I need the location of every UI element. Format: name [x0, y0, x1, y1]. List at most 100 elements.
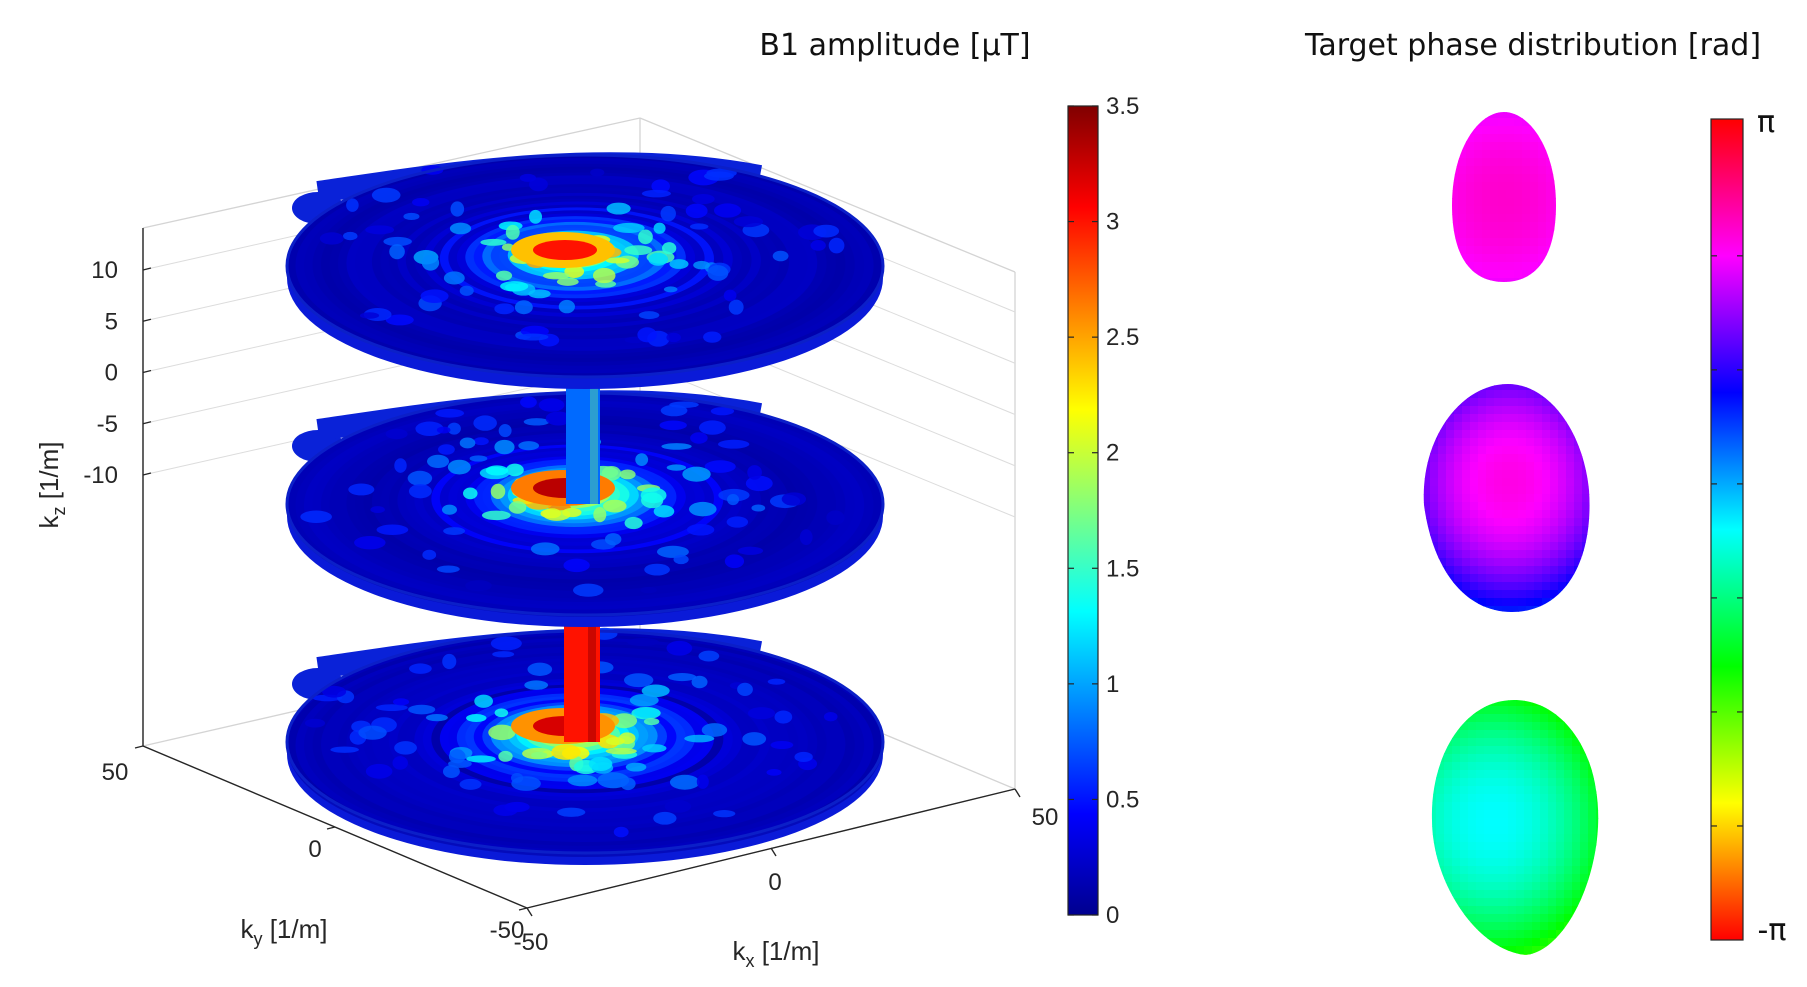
- disk-patch: [686, 523, 715, 536]
- disk-patch: [661, 443, 692, 450]
- disk-patch: [459, 778, 482, 790]
- disk-patch: [473, 437, 489, 446]
- disk-patch: [669, 401, 699, 408]
- disk-patch: [567, 774, 598, 787]
- disk-patch: [409, 663, 432, 674]
- disk-patch: [385, 314, 414, 326]
- disk-patch: [640, 586, 657, 594]
- x-ticks: -50 0 50: [514, 788, 1059, 956]
- disk-patch: [669, 259, 689, 269]
- z-axis-label: kz [1/m]: [34, 441, 69, 528]
- disk-patch: [810, 239, 826, 251]
- disk-patch: [394, 458, 407, 473]
- disk-patch: [641, 189, 671, 198]
- disk-patch: [447, 459, 471, 475]
- disk-patch: [500, 281, 529, 292]
- disk-patch: [524, 680, 549, 690]
- disk-patch: [474, 694, 493, 708]
- disk-patch: [653, 811, 677, 825]
- disk-patch: [494, 303, 515, 315]
- disk-patch: [442, 653, 457, 670]
- amplitude-colorbar-tick-label: 1.5: [1106, 555, 1139, 582]
- x-tick-label: 50: [1032, 804, 1059, 831]
- disk-patch: [511, 776, 541, 791]
- y-tick-label: 50: [102, 759, 129, 786]
- disk-patch: [726, 516, 749, 528]
- disk-patch: [528, 209, 543, 224]
- z-tick-label: -10: [83, 462, 118, 489]
- disk-patch: [564, 265, 585, 279]
- disk-patch: [689, 223, 709, 230]
- disk-patch: [624, 245, 653, 256]
- phase-title: Target phase distribution [rad]: [1304, 28, 1761, 63]
- disk-patch: [465, 580, 492, 592]
- disk-patch: [698, 650, 720, 662]
- disk-patch: [523, 418, 550, 426]
- disk-patch: [529, 177, 548, 192]
- disk-patch: [624, 516, 643, 530]
- phase-map-3: [1431, 700, 1599, 955]
- disk-patch: [342, 231, 358, 241]
- disk-patch: [488, 724, 516, 741]
- disk-patch: [392, 698, 410, 706]
- disk-patch: [613, 826, 629, 838]
- disk-patch: [781, 492, 807, 506]
- disk-patch: [494, 439, 515, 455]
- y-axis-label: ky [1/m]: [240, 914, 327, 949]
- disk-patch: [666, 464, 687, 471]
- disk-patch: [436, 565, 460, 573]
- amplitude-colorbar-tick-label: 3.5: [1106, 93, 1139, 120]
- disk-patch: [493, 804, 518, 817]
- disk-patch: [443, 527, 466, 535]
- disk-patch: [498, 424, 512, 438]
- disk-patch: [651, 179, 670, 194]
- amplitude-colorbar: [1067, 105, 1099, 916]
- phase-map-1: [1452, 112, 1556, 282]
- disk-patch: [605, 257, 630, 264]
- disk-patch: [663, 286, 678, 293]
- disk-patch: [751, 504, 766, 512]
- disk-patch: [601, 465, 622, 481]
- disk-patch: [653, 505, 675, 518]
- disk-patch: [688, 501, 717, 517]
- disk-patch: [634, 707, 660, 718]
- phase-max-label: π: [1757, 105, 1775, 140]
- phase-maps: [1423, 112, 1599, 955]
- disk-patch: [606, 202, 631, 215]
- disk-patch: [667, 673, 697, 682]
- disk-patch: [653, 222, 666, 234]
- disk-patch: [322, 685, 347, 698]
- disk-patch: [498, 750, 513, 762]
- disk-patch: [625, 762, 647, 772]
- disk-patch: [466, 714, 487, 722]
- disk-patch: [394, 741, 417, 755]
- disk-patch: [319, 232, 344, 245]
- disk-patch: [592, 267, 616, 284]
- disk-patch: [517, 333, 549, 341]
- disk-patch: [408, 484, 432, 499]
- disk-patch: [348, 483, 375, 496]
- connector-lower-shade: [588, 620, 596, 742]
- disk-patch: [718, 439, 750, 449]
- disk-patch: [770, 741, 794, 750]
- disk-patch: [637, 327, 657, 343]
- disk-patch: [685, 203, 708, 219]
- disk-patch: [774, 710, 793, 724]
- disk-patch: [673, 554, 689, 565]
- disk-patch: [640, 487, 667, 504]
- disk-patch: [593, 507, 607, 523]
- disk-patch: [664, 800, 692, 813]
- disk-patch: [635, 453, 649, 466]
- disk-patch: [573, 583, 604, 597]
- disk-patch: [370, 506, 385, 514]
- amplitude-colorbar-tick-label: 3: [1106, 209, 1119, 236]
- disk-patch: [420, 289, 449, 303]
- disk-patch: [330, 746, 359, 753]
- disk-patch: [703, 331, 722, 343]
- disk-patch: [619, 469, 636, 480]
- disk-patch: [304, 718, 326, 728]
- disk-patch: [642, 744, 667, 753]
- amplitude-title: B1 amplitude [μT]: [759, 28, 1030, 63]
- disk-patch: [354, 535, 386, 550]
